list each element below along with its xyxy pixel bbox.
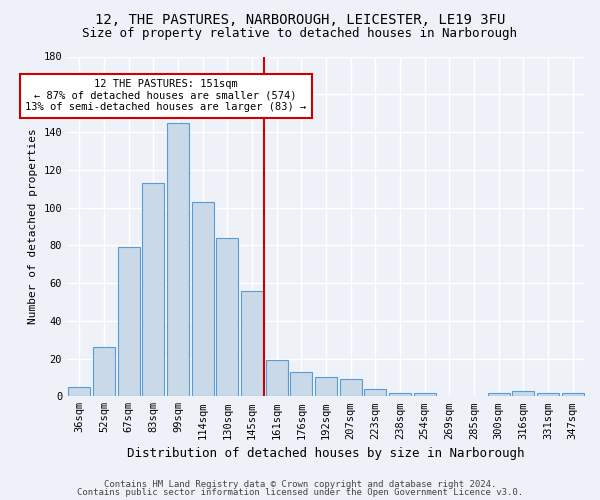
- X-axis label: Distribution of detached houses by size in Narborough: Distribution of detached houses by size …: [127, 447, 525, 460]
- Bar: [512, 390, 535, 396]
- Bar: [290, 372, 313, 396]
- Bar: [562, 392, 584, 396]
- Bar: [340, 380, 362, 396]
- Bar: [413, 392, 436, 396]
- Bar: [167, 122, 189, 396]
- Bar: [93, 347, 115, 397]
- Text: Size of property relative to detached houses in Narborough: Size of property relative to detached ho…: [83, 28, 517, 40]
- Y-axis label: Number of detached properties: Number of detached properties: [28, 128, 38, 324]
- Bar: [488, 392, 510, 396]
- Bar: [389, 392, 411, 396]
- Bar: [241, 290, 263, 397]
- Bar: [537, 392, 559, 396]
- Bar: [216, 238, 238, 396]
- Bar: [266, 360, 288, 396]
- Text: Contains HM Land Registry data © Crown copyright and database right 2024.: Contains HM Land Registry data © Crown c…: [104, 480, 496, 489]
- Bar: [191, 202, 214, 396]
- Bar: [118, 247, 140, 396]
- Text: 12 THE PASTURES: 151sqm
← 87% of detached houses are smaller (574)
13% of semi-d: 12 THE PASTURES: 151sqm ← 87% of detache…: [25, 79, 307, 112]
- Text: Contains public sector information licensed under the Open Government Licence v3: Contains public sector information licen…: [77, 488, 523, 497]
- Text: 12, THE PASTURES, NARBOROUGH, LEICESTER, LE19 3FU: 12, THE PASTURES, NARBOROUGH, LEICESTER,…: [95, 12, 505, 26]
- Bar: [315, 378, 337, 396]
- Bar: [68, 387, 91, 396]
- Bar: [142, 183, 164, 396]
- Bar: [364, 389, 386, 396]
